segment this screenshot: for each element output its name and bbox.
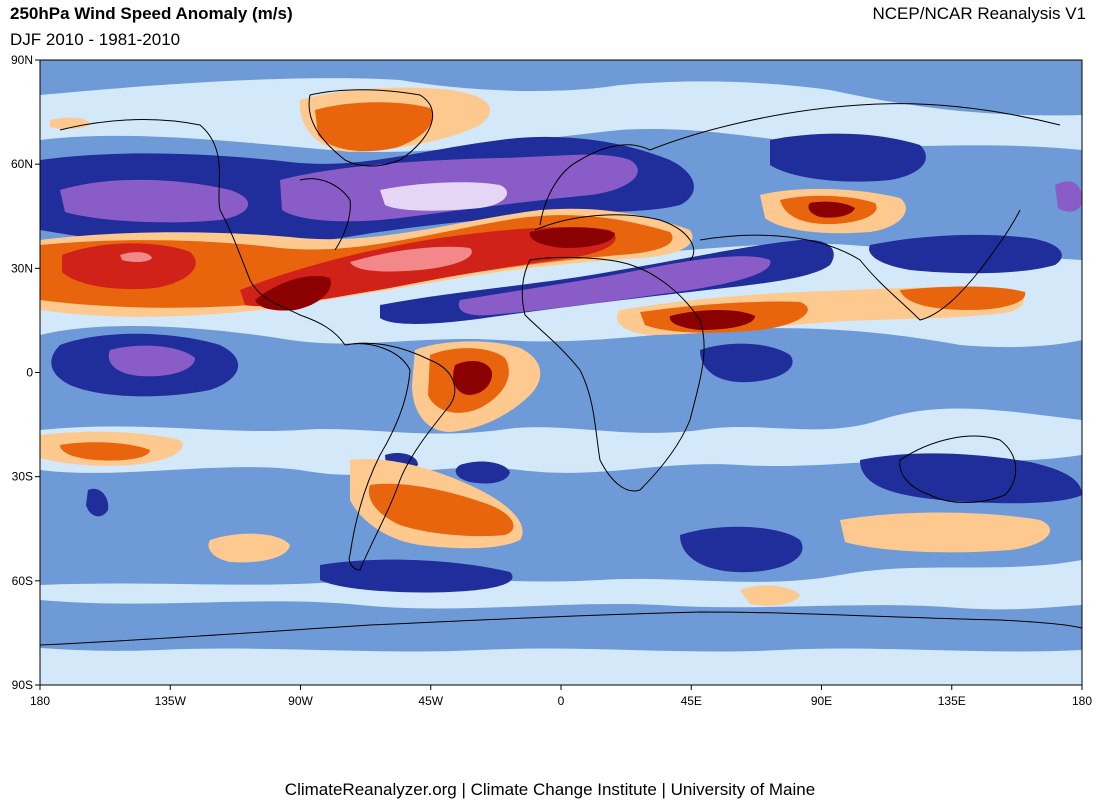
- weak-negative-zone: [40, 325, 1082, 434]
- very-strong-negative-zone: [458, 256, 771, 316]
- weak-positive-zone: [50, 117, 90, 130]
- strong-negative-zone: [770, 133, 926, 182]
- coastlines: [40, 89, 1082, 646]
- data-source-label: NCEP/NCAR Reanalysis V1: [872, 4, 1086, 23]
- weak-positive-zone: [740, 585, 800, 606]
- y-tick-label: 90N: [11, 53, 33, 67]
- y-tick-label: 30N: [11, 261, 33, 275]
- footer-credit: ClimateReanalyzer.org | Climate Change I…: [284, 780, 816, 799]
- moderate-positive-zone: [315, 102, 434, 152]
- anomaly-contours: [40, 60, 1082, 652]
- strong-negative-zone: [700, 343, 793, 383]
- europe-coast: [534, 144, 695, 261]
- africa-coast: [521, 256, 705, 492]
- north-america-coast: [59, 119, 351, 346]
- very-strong-negative-zone: [60, 179, 249, 223]
- very-strong-negative-zone: [1055, 181, 1082, 212]
- x-tick-label: 0: [558, 694, 565, 708]
- x-tick-label: 90E: [811, 694, 832, 708]
- y-tick-label: 60S: [12, 574, 33, 588]
- map-subtitle: DJF 2010 - 1981-2010: [10, 30, 181, 49]
- weak-positive-zone: [840, 512, 1050, 553]
- extreme-positive-zone: [453, 360, 493, 395]
- strong-positive-zone: [62, 243, 196, 290]
- y-tick-label: 30S: [12, 470, 33, 484]
- strong-negative-zone: [320, 559, 513, 593]
- y-tick-label: 90S: [12, 678, 33, 692]
- strong-negative-zone: [680, 526, 803, 573]
- weak-negative-zone: [40, 455, 1082, 585]
- extreme-positive-zone: [255, 276, 331, 311]
- extreme-negative-zone: [380, 182, 508, 211]
- moderate-positive-zone: [60, 442, 150, 461]
- asia-coast: [649, 103, 1061, 321]
- very-strong-negative-zone: [108, 345, 195, 377]
- moderate-positive-zone: [368, 483, 514, 537]
- y-tick-label: 60N: [11, 157, 33, 171]
- x-tick-label: 180: [1072, 694, 1092, 708]
- map-panel: 180 135W 90W 45W 0 45E 90E 135E 180 90N 60N 30N 0 30…: [11, 53, 1092, 708]
- latitude-axis: 90N 60N 30N 0 30S 60S 90S: [11, 53, 40, 692]
- extreme-positive-zone: [529, 227, 615, 248]
- x-tick-label: 180: [30, 694, 50, 708]
- y-tick-label: 0: [26, 366, 33, 380]
- moderate-positive-zone: [900, 286, 1026, 310]
- jet-core-highlight: [350, 246, 472, 272]
- map-title: 250hPa Wind Speed Anomaly (m/s): [10, 4, 293, 23]
- antarctica-coast: [40, 611, 1082, 646]
- extreme-positive-zone: [669, 310, 755, 330]
- strong-negative-zone: [86, 488, 109, 517]
- x-tick-label: 45W: [418, 694, 443, 708]
- south-america-coast: [344, 342, 456, 571]
- anomaly-map: 180 135W 90W 45W 0 45E 90E 135E 180 90N 60N 30N 0 30…: [11, 53, 1092, 708]
- weak-positive-zone: [208, 533, 290, 563]
- strong-negative-zone: [869, 234, 1062, 274]
- extreme-positive-zone: [808, 201, 855, 218]
- x-tick-label: 135W: [155, 694, 187, 708]
- weak-negative-zone: [40, 600, 1082, 652]
- x-tick-label: 90W: [288, 694, 313, 708]
- jet-core-highlight: [120, 252, 152, 263]
- longitude-axis: 180 135W 90W 45W 0 45E 90E 135E 180: [30, 685, 1092, 708]
- weak-negative-zone: [40, 60, 1082, 116]
- strong-negative-zone: [455, 461, 510, 484]
- strong-negative-zone: [860, 453, 1082, 504]
- x-tick-label: 135E: [938, 694, 966, 708]
- australia-coast: [899, 435, 1017, 503]
- x-tick-label: 45E: [681, 694, 702, 708]
- greenland-coast: [308, 89, 433, 167]
